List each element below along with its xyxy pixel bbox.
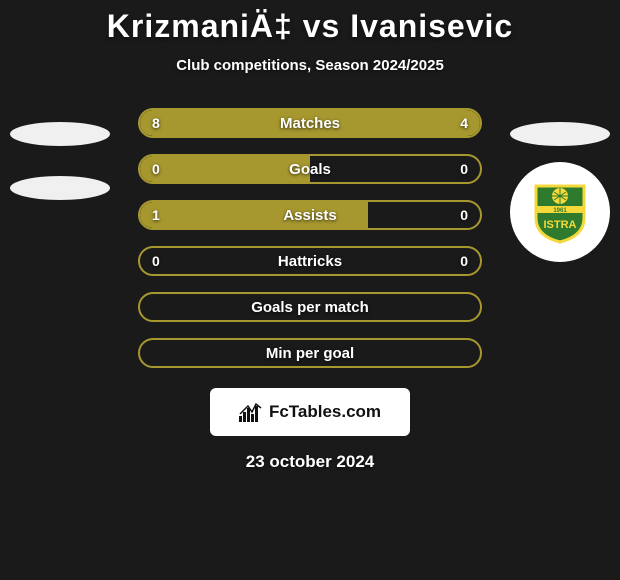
stat-value-right: 0 <box>460 207 468 223</box>
player-right-club-crest: 1961 ISTRA <box>510 162 610 262</box>
stat-value-right: 0 <box>460 161 468 177</box>
stat-row-min-per-goal: Min per goal <box>138 338 482 368</box>
stat-value-left: 0 <box>152 161 160 177</box>
stat-value-right: 4 <box>460 115 468 131</box>
fctables-logo-text: FcTables.com <box>269 402 381 422</box>
svg-text:ISTRA: ISTRA <box>544 219 577 231</box>
stat-label: Goals <box>140 161 480 178</box>
stat-label: Assists <box>140 207 480 224</box>
comparison-area: 1961 ISTRA Matches84Goals00Assists10Hatt… <box>0 108 620 368</box>
stat-label: Min per goal <box>140 345 480 362</box>
stat-value-left: 0 <box>152 253 160 269</box>
stat-label: Matches <box>140 115 480 132</box>
page-subtitle: Club competitions, Season 2024/2025 <box>0 57 620 74</box>
stat-row-goals: Goals0 0 <box>138 154 482 184</box>
fctables-logo-icon <box>239 402 265 422</box>
stat-row-hattricks: Hattricks0 0 <box>138 246 482 276</box>
stat-row-assists: Assists1 0 <box>138 200 482 230</box>
generation-date: 23 october 2024 <box>0 452 620 472</box>
avatar-placeholder-icon <box>10 122 110 146</box>
avatar-placeholder-icon <box>510 122 610 146</box>
stat-value-left: 1 <box>152 207 160 223</box>
page-title: KrizmaniÄ‡ vs Ivanisevic <box>0 0 620 45</box>
player-left-avatar-2 <box>10 162 110 262</box>
avatar-placeholder-icon <box>10 176 110 200</box>
stat-label: Hattricks <box>140 253 480 270</box>
fctables-logo-box[interactable]: FcTables.com <box>210 388 410 436</box>
stat-bars: Matches84Goals00Assists10Hattricks00Goal… <box>138 108 482 368</box>
stat-row-matches: Matches8 4 <box>138 108 482 138</box>
stat-row-goals-per-match: Goals per match <box>138 292 482 322</box>
svg-text:1961: 1961 <box>553 208 567 214</box>
stat-value-right: 0 <box>460 253 468 269</box>
club-crest-icon: 1961 ISTRA <box>532 180 588 244</box>
stat-label: Goals per match <box>140 299 480 316</box>
stat-value-left: 8 <box>152 115 160 131</box>
